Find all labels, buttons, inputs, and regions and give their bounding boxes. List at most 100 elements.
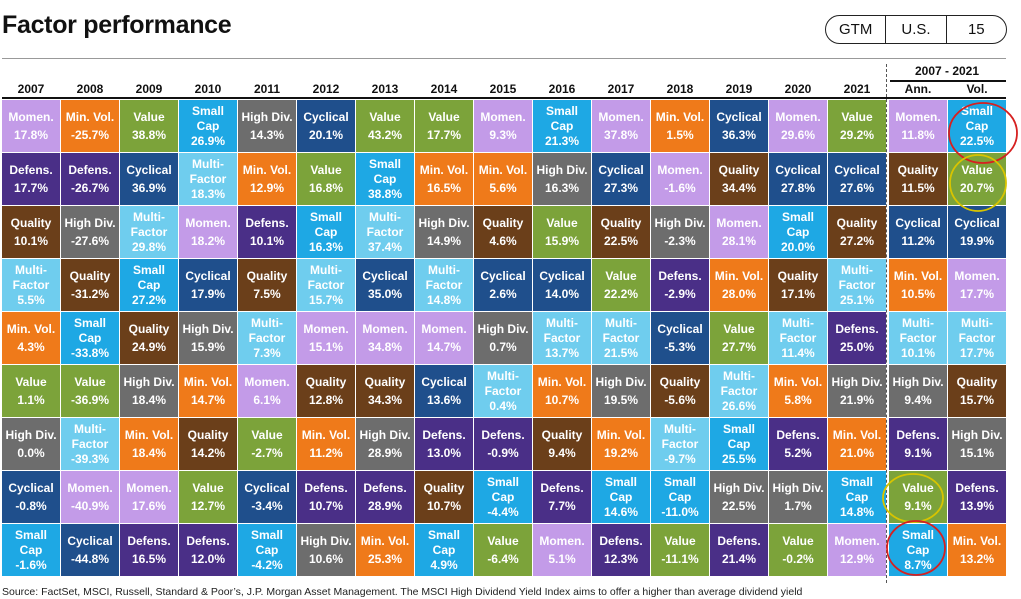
factor-cell: High Div. 21.9% <box>828 365 886 417</box>
factor-return: -40.9% <box>70 498 110 513</box>
range-label: 2007 - 2021 <box>914 64 980 78</box>
factor-return: 25.3% <box>367 551 403 566</box>
factor-cell: Cyclical 27.6% <box>828 153 886 205</box>
factor-label: Cyclical <box>303 109 349 124</box>
factor-return: -36.9% <box>70 392 110 407</box>
column-header-2021: 2021 <box>843 82 871 96</box>
factor-label: Value <box>15 374 47 389</box>
factor-label: Momen. <box>775 109 821 124</box>
tag-page-number: 15 <box>967 21 985 38</box>
factor-return: 14.0% <box>544 286 580 301</box>
factor-label: Multi- Factor <box>12 262 50 292</box>
factor-cell: Cyclical 27.3% <box>592 153 650 205</box>
factor-return: 16.8% <box>308 180 344 195</box>
factor-label: Value <box>605 268 637 283</box>
factor-return: 28.9% <box>367 498 403 513</box>
factor-label: Multi- Factor <box>661 421 699 451</box>
factor-label: Momen. <box>67 480 113 495</box>
factor-cell: Quality 34.4% <box>710 153 768 205</box>
factor-label: Cyclical <box>185 268 231 283</box>
factor-return: 10.1% <box>900 345 936 360</box>
factor-label: Min. Vol. <box>952 533 1002 548</box>
factor-cell: Defens. 28.9% <box>356 471 414 523</box>
factor-cell: High Div. 15.1% <box>948 418 1006 470</box>
factor-cell: Small Cap -11.0% <box>651 471 709 523</box>
factor-label: Cyclical <box>539 268 585 283</box>
factor-return: 11.2% <box>901 233 935 248</box>
factor-cell: High Div. -27.6% <box>61 206 119 258</box>
factor-label: Multi- Factor <box>71 421 109 451</box>
factor-cell: Defens. 21.4% <box>710 524 768 576</box>
factor-cell: Small Cap 27.2% <box>120 259 178 311</box>
factor-cell: Multi- Factor 18.3% <box>179 153 237 205</box>
factor-return: 17.6% <box>131 498 167 513</box>
factor-label: High Div. <box>182 321 234 336</box>
factor-cell: High Div. 14.3% <box>238 100 296 152</box>
factor-label: Min. Vol. <box>596 427 646 442</box>
top-divider <box>2 58 1006 59</box>
factor-cell: Value 22.2% <box>592 259 650 311</box>
factor-label: Min. Vol. <box>360 533 410 548</box>
factor-return: -11.0% <box>661 504 699 519</box>
factor-label: Small Cap <box>545 103 578 133</box>
header-divider <box>2 97 1006 99</box>
factor-cell: Cyclical 35.0% <box>356 259 414 311</box>
factor-label: Small Cap <box>132 262 165 292</box>
factor-return: -0.8% <box>15 498 47 513</box>
factor-return: 13.2% <box>959 551 995 566</box>
factor-label: Small Cap <box>960 103 993 133</box>
factor-return: 13.7% <box>544 345 580 360</box>
factor-label: Min. Vol. <box>419 162 469 177</box>
factor-return: 10.7% <box>544 392 580 407</box>
factor-cell: Quality 12.8% <box>297 365 355 417</box>
factor-label: Value <box>251 427 283 442</box>
factor-return: 29.8% <box>131 239 167 254</box>
factor-label: Cyclical <box>126 162 172 177</box>
factor-cell: Small Cap -33.8% <box>61 312 119 364</box>
factor-label: Quality <box>128 321 170 336</box>
factor-return: 27.2% <box>839 233 875 248</box>
factor-cell: Small Cap 25.5% <box>710 418 768 470</box>
factor-return: 26.6% <box>721 398 757 413</box>
factor-label: Momen. <box>834 533 880 548</box>
factor-cell: High Div. 1.7% <box>769 471 827 523</box>
factor-return: 9.1% <box>904 445 932 460</box>
factor-return: 14.7% <box>190 392 226 407</box>
factor-label: Small Cap <box>73 315 106 345</box>
factor-cell: Multi- Factor 0.4% <box>474 365 532 417</box>
factor-cell: Defens. 10.1% <box>238 206 296 258</box>
factor-cell: Quality 22.5% <box>592 206 650 258</box>
factor-return: 18.2% <box>190 233 226 248</box>
factor-return: -4.4% <box>487 504 519 519</box>
factor-return: 17.8% <box>13 127 49 142</box>
factor-return: -4.2% <box>251 557 283 572</box>
factor-cell: High Div. 19.5% <box>592 365 650 417</box>
factor-cell: Defens. 12.3% <box>592 524 650 576</box>
factor-label: Quality <box>246 268 288 283</box>
factor-cell: Quality 27.2% <box>828 206 886 258</box>
factor-label: Value <box>664 533 696 548</box>
factor-label: Min. Vol. <box>478 162 528 177</box>
factor-return: 1.5% <box>666 127 694 142</box>
factor-cell: High Div. -2.3% <box>651 206 709 258</box>
factor-label: Defens. <box>127 533 171 548</box>
factor-label: Small Cap <box>663 474 696 504</box>
factor-return: 18.4% <box>131 445 167 460</box>
factor-return: 15.7% <box>959 392 995 407</box>
factor-return: 21.5% <box>603 345 639 360</box>
factor-cell: Value -36.9% <box>61 365 119 417</box>
factor-return: 4.9% <box>430 557 458 572</box>
factor-cell: Defens. 5.2% <box>769 418 827 470</box>
factor-label: Momen. <box>8 109 54 124</box>
factor-cell: Value 20.7% <box>948 153 1006 205</box>
factor-return: 21.3% <box>544 133 580 148</box>
factor-label: High Div. <box>595 374 647 389</box>
factor-cell: Value 17.7% <box>415 100 473 152</box>
factor-return: 35.0% <box>367 286 403 301</box>
factor-label: Defens. <box>186 533 230 548</box>
factor-cell: Multi- Factor 14.8% <box>415 259 473 311</box>
factor-label: Cyclical <box>362 268 408 283</box>
factor-cell: High Div. 10.6% <box>297 524 355 576</box>
factor-return: 28.0% <box>721 286 757 301</box>
factor-return: 15.7% <box>308 292 344 307</box>
